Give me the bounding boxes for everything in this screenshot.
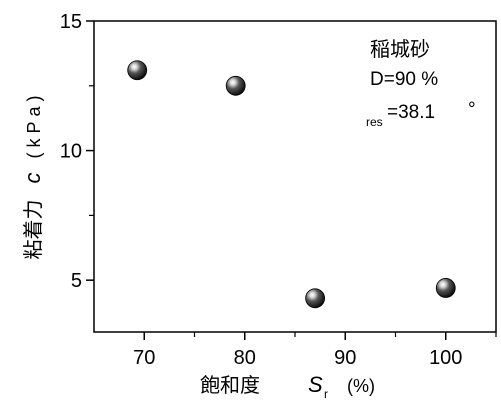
data-points — [127, 60, 456, 309]
x-tick-label: 80 — [234, 347, 256, 369]
x-axis-label-text: 飽和度 — [200, 373, 260, 397]
y-axis-title: 粘着力 c (kPa) — [20, 90, 45, 259]
x-axis-title: 飽和度 S r (%) — [200, 372, 375, 401]
y-axis-variable: c — [20, 173, 45, 184]
x-tick-label: 90 — [334, 347, 356, 369]
x-tick-label: 100 — [429, 347, 462, 369]
svg-text:粘着力c(kPa): 粘着力 c (kPa) — [20, 90, 45, 259]
data-point — [435, 278, 456, 298]
data-point — [305, 288, 326, 309]
plot-frame — [93, 20, 497, 333]
x-axis-variable-subscript: r — [324, 387, 328, 401]
data-point — [225, 75, 246, 96]
y-tick-label: 15 — [60, 11, 82, 33]
y-axis-label-text: 粘着力 — [21, 200, 45, 260]
x-tick-label: 70 — [133, 347, 155, 369]
y-tick-label: 5 — [71, 270, 82, 292]
annotation-box: 稲城砂 D=90 % res =38.1 ° — [366, 37, 476, 129]
annotation-res-unit: ° — [468, 99, 476, 120]
y-axis-unit: (kPa) — [24, 90, 44, 158]
annotation-res-value: =38.1 — [387, 102, 435, 123]
annotation-title: 稲城砂 — [370, 37, 430, 61]
annotation-res-subscript: res — [366, 115, 383, 129]
tick-labels: 70 80 90 100 5 10 15 — [60, 11, 463, 369]
x-axis-variable: S — [308, 372, 323, 397]
annotation-density: D=90 % — [370, 69, 438, 90]
data-point — [127, 60, 148, 81]
y-tick-label: 10 — [60, 141, 82, 163]
axis-ticks — [86, 20, 497, 340]
x-axis-unit: (%) — [347, 376, 375, 396]
